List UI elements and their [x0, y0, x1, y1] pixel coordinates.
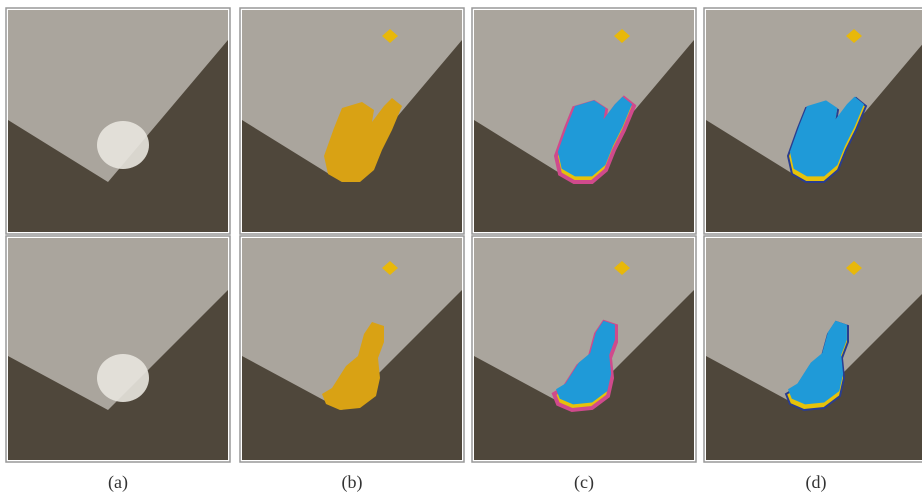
- caption: (d): [806, 472, 827, 493]
- panel: [240, 8, 464, 234]
- caption: (a): [108, 472, 128, 493]
- caption: (b): [342, 472, 363, 493]
- page: (a)(b)(c)(d) (() => { const data = JSON.…: [0, 0, 922, 498]
- panel: [472, 8, 696, 234]
- panel: [704, 236, 922, 462]
- panel: [472, 236, 696, 462]
- figure: (a) (b) (c) (d): [0, 0, 922, 498]
- panel: [6, 236, 230, 462]
- panel: [240, 236, 464, 462]
- caption: (c): [574, 472, 594, 493]
- panel: [704, 8, 922, 234]
- panel: [6, 8, 230, 234]
- bright-spot: [97, 354, 149, 402]
- bright-spot: [97, 121, 149, 169]
